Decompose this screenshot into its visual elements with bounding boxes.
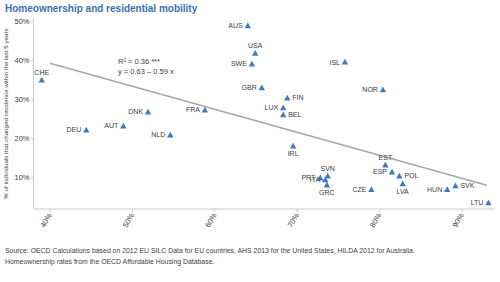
point	[389, 169, 395, 175]
point-label: AUS	[228, 22, 243, 29]
y-tick	[31, 177, 34, 178]
x-tick	[214, 209, 215, 212]
point-label: HUN	[427, 186, 442, 193]
y-tick-label: 50%	[14, 17, 29, 26]
point	[380, 87, 386, 93]
point	[452, 182, 458, 188]
point	[83, 127, 89, 133]
point	[280, 104, 286, 110]
point-label: SWE	[231, 60, 247, 67]
point-label: GRC	[319, 189, 335, 196]
point-label: GBR	[242, 84, 257, 91]
point	[259, 85, 265, 91]
x-tick-label: 70%	[286, 211, 301, 229]
y-axis-line	[33, 18, 34, 209]
point	[444, 186, 450, 192]
point-label: NLD	[151, 131, 165, 138]
point-label: ISL	[329, 59, 340, 66]
point-label: POL	[404, 172, 418, 179]
y-tick-label: 30%	[14, 95, 29, 104]
point	[280, 111, 286, 117]
y-tick-label: 20%	[14, 134, 29, 143]
point	[202, 107, 208, 113]
x-tick-label: 50%	[121, 211, 136, 229]
point	[400, 180, 406, 186]
point-label: DNK	[128, 108, 143, 115]
point	[396, 173, 402, 179]
point-label: CHE	[34, 69, 49, 76]
point-label: ESP	[373, 168, 387, 175]
point-label: USA	[248, 42, 263, 49]
point	[290, 143, 296, 149]
trendline	[50, 63, 487, 185]
point	[145, 109, 151, 115]
x-tick	[462, 209, 463, 212]
point-label: FIN	[292, 94, 303, 101]
x-tick-label: 60%	[203, 211, 218, 229]
point	[245, 23, 251, 29]
point-label: LUX	[265, 104, 279, 111]
point-label: EST	[379, 154, 393, 161]
point-label: DEU	[66, 126, 81, 133]
point-label: SVK	[460, 182, 474, 189]
point	[252, 50, 258, 56]
plot-area	[39, 23, 492, 206]
x-tick	[49, 209, 50, 212]
point-label: IRL	[288, 150, 299, 157]
y-tick	[31, 60, 34, 61]
point	[167, 132, 173, 138]
x-tick-label: 40%	[38, 211, 53, 229]
y-tick	[31, 99, 34, 100]
annotation: R² = 0.36 ***	[118, 57, 160, 66]
x-tick-label: 90%	[450, 211, 465, 229]
annotation: y = 0.63 – 0.59 x	[118, 67, 174, 76]
y-tick	[31, 138, 34, 139]
y-tick-label: 10%	[14, 173, 29, 182]
point	[485, 200, 491, 206]
point-label: ITA	[310, 176, 321, 183]
y-axis-label: % of individuals that changed residence …	[2, 28, 9, 198]
y-tick	[31, 21, 34, 22]
x-tick-label: 80%	[368, 211, 383, 229]
title: Homeownership and residential mobility	[5, 3, 198, 14]
point	[249, 61, 255, 67]
point	[342, 59, 348, 65]
point	[368, 186, 374, 192]
point-label: CZE	[352, 186, 366, 193]
point-label: LTU	[471, 199, 484, 206]
point	[120, 123, 126, 129]
point	[284, 95, 290, 101]
x-axis-line	[34, 209, 496, 210]
point	[39, 77, 45, 83]
chart: Homeownership and residential mobility % …	[0, 0, 500, 282]
source-note: Source: OECD Calculations based on 2012 …	[5, 247, 415, 254]
point	[322, 177, 328, 183]
x-tick	[379, 209, 380, 212]
point-label: SVN	[321, 165, 335, 172]
y-tick-label: 40%	[14, 56, 29, 65]
point-label: AUT	[104, 122, 119, 129]
point-label: LVA	[397, 188, 410, 195]
point-label: BEL	[288, 111, 301, 118]
source-note: Homeownership rates from the OECD Afford…	[5, 258, 214, 266]
point	[324, 182, 330, 188]
x-tick	[132, 209, 133, 212]
point-label: FRA	[186, 106, 200, 113]
point	[382, 162, 388, 168]
point-label: NOR	[362, 86, 378, 93]
x-tick	[297, 209, 298, 212]
